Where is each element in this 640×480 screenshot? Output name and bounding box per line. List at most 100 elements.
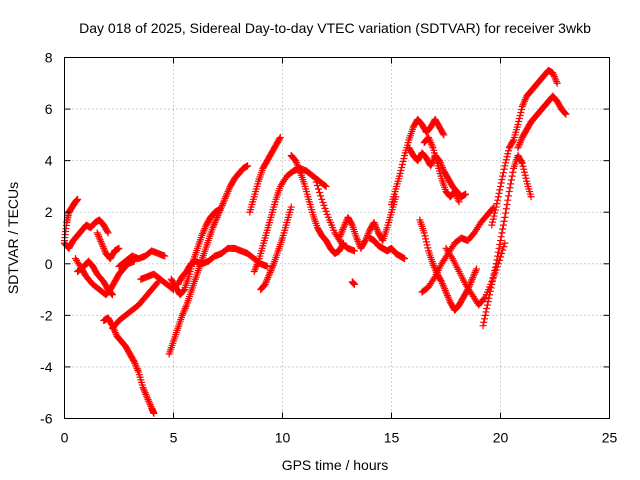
- series-arc-13: [246, 133, 284, 216]
- series-arc-19: [348, 278, 358, 288]
- data-point: [454, 194, 462, 202]
- data-point: [527, 193, 535, 201]
- data-point: [422, 238, 430, 246]
- data-point: [153, 279, 161, 287]
- series-arc-27: [479, 151, 535, 330]
- data-point: [518, 106, 526, 114]
- data-point: [336, 232, 344, 240]
- data-point: [372, 222, 380, 230]
- data-point: [99, 243, 107, 251]
- data-point: [321, 204, 329, 212]
- data-point: [506, 184, 514, 192]
- data-point: [180, 286, 188, 294]
- series-arc-23: [420, 133, 463, 206]
- data-point: [516, 112, 524, 120]
- data-point: [251, 266, 259, 274]
- data-point: [133, 365, 141, 373]
- x-tick-labels: 0 5 10 15 20 25: [61, 430, 618, 446]
- data-point: [424, 244, 432, 252]
- data-point: [265, 270, 273, 278]
- y-tick-label: -2: [40, 307, 53, 323]
- data-point: [430, 262, 438, 270]
- data-point: [267, 267, 275, 275]
- series-arc-4: [74, 257, 116, 299]
- data-point: [111, 329, 119, 337]
- data-point: [182, 303, 190, 311]
- data-point: [488, 221, 496, 229]
- data-point: [494, 248, 502, 256]
- data-point: [491, 263, 499, 271]
- data-point: [264, 274, 272, 282]
- data-point: [268, 265, 276, 273]
- series-arc-17: [311, 175, 358, 255]
- data-point: [322, 207, 330, 215]
- data-point: [520, 165, 528, 173]
- data-point: [552, 76, 560, 84]
- data-point: [210, 220, 218, 228]
- data-point: [498, 176, 506, 184]
- data-point: [518, 102, 526, 110]
- data-point: [490, 270, 498, 278]
- data-point: [441, 285, 449, 293]
- data-point: [212, 215, 220, 223]
- data-point: [361, 238, 369, 246]
- data-point: [319, 198, 327, 206]
- data-point: [491, 209, 499, 217]
- data-point: [551, 74, 559, 82]
- data-point: [497, 179, 505, 187]
- data-point: [470, 270, 478, 278]
- data-point: [426, 137, 434, 145]
- series-arc-25: [418, 203, 498, 296]
- series-arc-20: [366, 234, 409, 263]
- data-point: [371, 220, 379, 228]
- series-arc-12: [174, 244, 271, 288]
- data-point: [425, 135, 433, 143]
- y-tick-label: 8: [45, 50, 53, 66]
- data-point: [250, 268, 258, 276]
- data-point: [312, 178, 320, 186]
- data-point: [515, 140, 523, 148]
- data-point: [350, 247, 358, 255]
- data-point: [425, 133, 433, 141]
- data-point: [253, 261, 261, 269]
- data-point: [107, 289, 115, 297]
- data-point: [140, 385, 148, 393]
- data-point: [469, 274, 477, 282]
- data-point: [401, 255, 409, 263]
- data-point: [320, 201, 328, 209]
- data-point: [220, 196, 228, 204]
- data-point: [502, 205, 510, 213]
- data-point: [489, 277, 497, 285]
- data-point: [318, 195, 326, 203]
- data-point: [372, 224, 380, 232]
- series-arc-8: [115, 247, 169, 270]
- data-point: [439, 130, 447, 138]
- data-point: [480, 318, 488, 326]
- data-point: [472, 267, 480, 275]
- data-point: [400, 154, 408, 162]
- data-point: [522, 174, 530, 182]
- data-point: [295, 165, 303, 173]
- data-point: [209, 224, 217, 232]
- data-point: [146, 401, 154, 409]
- data-point: [340, 224, 348, 232]
- series-arc-24: [416, 216, 481, 314]
- data-point: [430, 274, 438, 282]
- data-point: [364, 230, 372, 238]
- series-arc-29: [514, 92, 570, 152]
- data-point: [374, 227, 382, 235]
- series-arc-28: [488, 66, 561, 229]
- data-point: [489, 215, 497, 223]
- data-point: [479, 322, 487, 330]
- data-point: [94, 231, 102, 239]
- data-point: [98, 241, 106, 249]
- data-point: [263, 277, 271, 285]
- data-point: [490, 212, 498, 220]
- data-point: [493, 256, 501, 264]
- data-point: [268, 263, 276, 271]
- data-point: [486, 291, 494, 299]
- data-point: [440, 283, 448, 291]
- data-point: [337, 231, 345, 239]
- data-point: [500, 165, 508, 173]
- data-point: [470, 272, 478, 280]
